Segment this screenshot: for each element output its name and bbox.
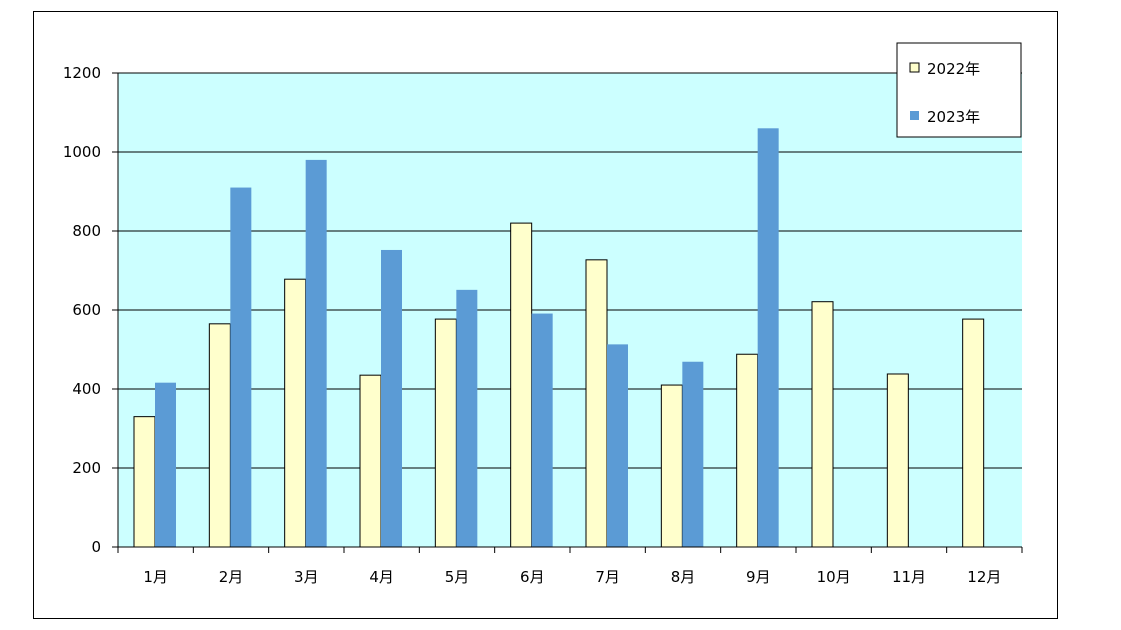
y-tick-label: 200 <box>72 459 101 477</box>
bar-series-1 <box>660 384 683 548</box>
legend-swatch <box>909 62 920 73</box>
x-tick-label: 5月 <box>445 568 470 586</box>
legend-box <box>896 42 1022 138</box>
x-tick-label: 7月 <box>595 568 620 586</box>
x-tick-label: 12月 <box>967 568 1001 586</box>
legend-label: 2022年 <box>927 60 980 78</box>
bar-series-2 <box>682 361 704 547</box>
x-tick-label: 8月 <box>671 568 696 586</box>
bar-series-1 <box>510 222 533 548</box>
bar-series-1 <box>434 318 457 548</box>
x-tick-label: 6月 <box>520 568 545 586</box>
legend-label: 2023年 <box>927 108 980 126</box>
x-tick-label: 10月 <box>817 568 851 586</box>
x-tick-label: 1月 <box>143 568 168 586</box>
bar-series-1 <box>133 416 156 548</box>
bar-series-1 <box>736 353 759 548</box>
x-tick-label: 2月 <box>219 568 244 586</box>
y-tick-label: 0 <box>91 538 101 556</box>
bar-series-1 <box>886 373 909 548</box>
y-tick-label: 400 <box>72 380 101 398</box>
bar-series-1 <box>811 301 834 548</box>
bar-series-1 <box>962 318 985 548</box>
y-tick-label: 1000 <box>63 143 101 161</box>
y-tick-label: 800 <box>72 222 101 240</box>
bar-series-2 <box>305 159 327 547</box>
bar-series-1 <box>359 374 382 548</box>
bar-series-2 <box>531 313 553 547</box>
bar-series-2 <box>230 187 252 548</box>
bar-series-2 <box>381 249 402 547</box>
legend-swatch <box>910 111 919 120</box>
x-tick-label: 3月 <box>294 568 319 586</box>
x-tick-label: 9月 <box>746 568 771 586</box>
y-tick-label: 600 <box>72 301 101 319</box>
y-tick-label: 1200 <box>63 64 101 82</box>
bar-series-1 <box>284 278 307 548</box>
x-tick-label: 4月 <box>369 568 394 586</box>
bar-series-2 <box>607 344 628 547</box>
x-tick-label: 11月 <box>892 568 926 586</box>
bar-series-2 <box>757 128 779 548</box>
bar-series-2 <box>155 382 176 547</box>
bar-series-1 <box>208 323 231 548</box>
bar-series-2 <box>456 289 478 547</box>
bar-series-1 <box>585 259 608 548</box>
